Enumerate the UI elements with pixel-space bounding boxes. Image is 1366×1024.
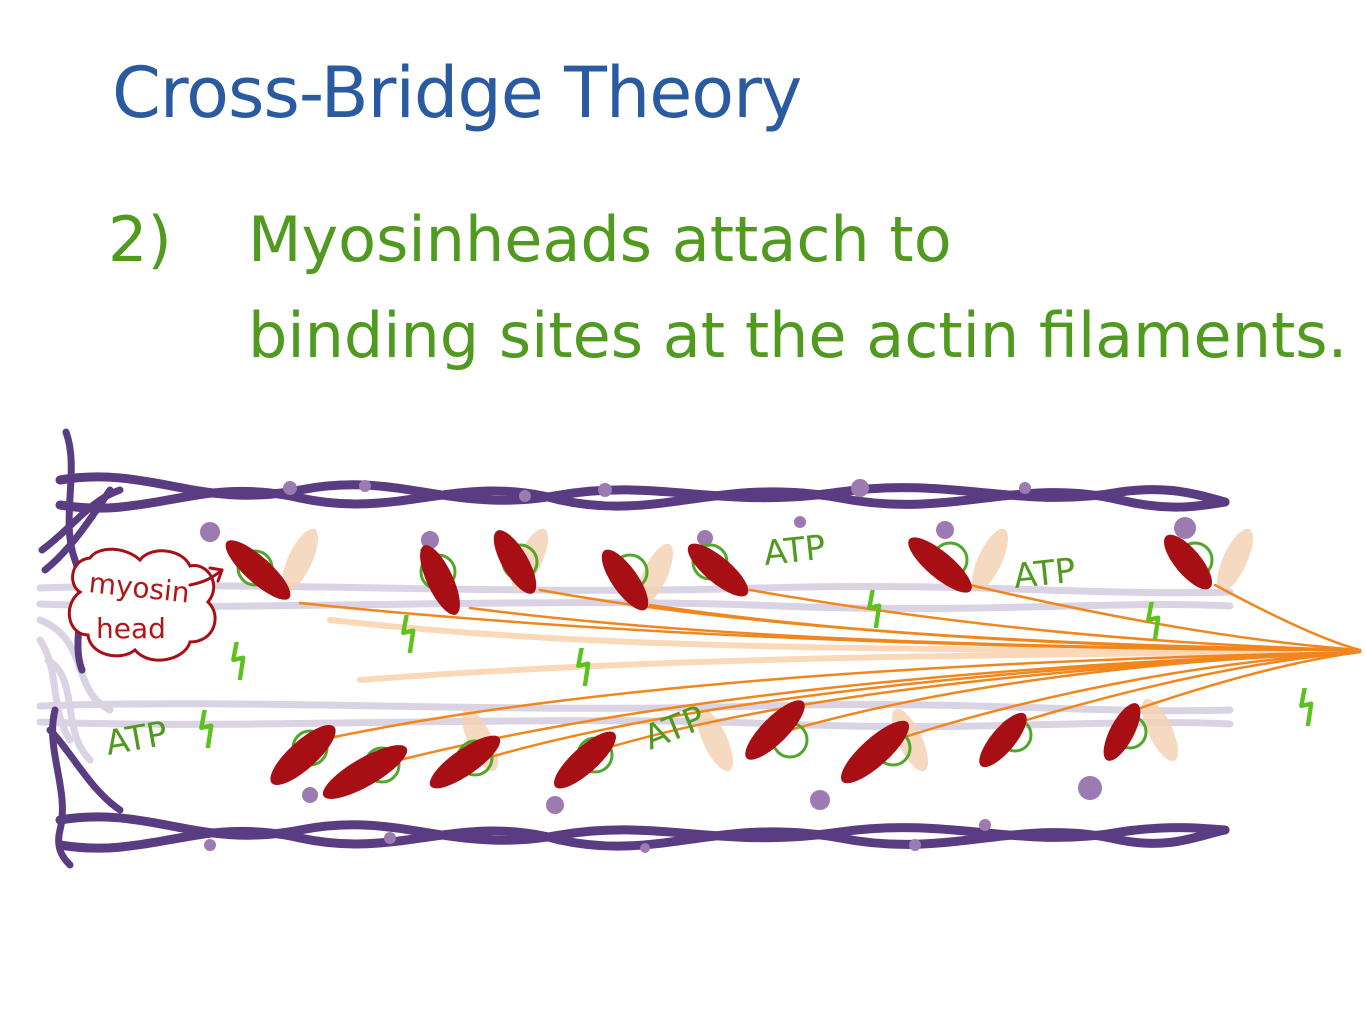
energy-bolt-icon <box>578 648 588 685</box>
myosin-head-callout: myosin head <box>67 547 224 662</box>
myosin-head <box>419 545 460 615</box>
atp-label: ATP <box>1012 551 1078 597</box>
energy-bolt-icon <box>869 590 879 627</box>
actin-filament-top <box>55 472 1230 513</box>
faint-actin-layer <box>36 582 1234 764</box>
myosin-heads-top <box>225 530 1214 615</box>
step-number: 2) <box>108 203 172 276</box>
myosin-head <box>554 731 616 789</box>
z-line <box>38 428 124 869</box>
myosin-heads-bottom <box>270 700 1148 799</box>
energy-bolt-icon <box>201 710 211 747</box>
energy-bolt-icon <box>1301 688 1311 725</box>
step-line-2: binding sites at the actin filaments. <box>248 299 1348 372</box>
energy-bolt-icon <box>233 642 243 679</box>
step-text: 2) Myosinheads attach to binding sites at… <box>108 192 1347 384</box>
myosin-head <box>908 537 972 593</box>
myosin-head <box>225 540 291 600</box>
myosin-head <box>493 530 539 594</box>
myosin-head <box>270 725 336 785</box>
myosin-head <box>687 543 749 597</box>
energy-bolt-icon <box>403 615 413 652</box>
arrow-icon <box>188 566 224 587</box>
actin-filament-bottom-dots <box>204 776 1102 853</box>
myosin-head <box>429 735 501 789</box>
myosin-head-label-line2: head <box>96 612 166 645</box>
myosin-head <box>1103 703 1148 761</box>
myosin-head <box>840 720 912 784</box>
faint-tail-layer <box>327 617 1303 683</box>
atp-label: ATP <box>762 528 828 574</box>
page-title: Cross-Bridge Theory <box>112 52 802 134</box>
sarcomere-diagram: ATP ATP ATP ATP myosin head <box>36 428 1362 869</box>
step-line-1: Myosinheads attach to <box>248 203 952 276</box>
myosin-head <box>745 700 809 760</box>
myosin-head <box>1163 534 1214 590</box>
myosin-head <box>601 549 649 611</box>
myosin-head <box>322 745 408 799</box>
actin-filament-bottom <box>55 812 1230 853</box>
actin-filament-top-dots <box>200 479 1196 549</box>
myosin-head <box>979 712 1033 768</box>
